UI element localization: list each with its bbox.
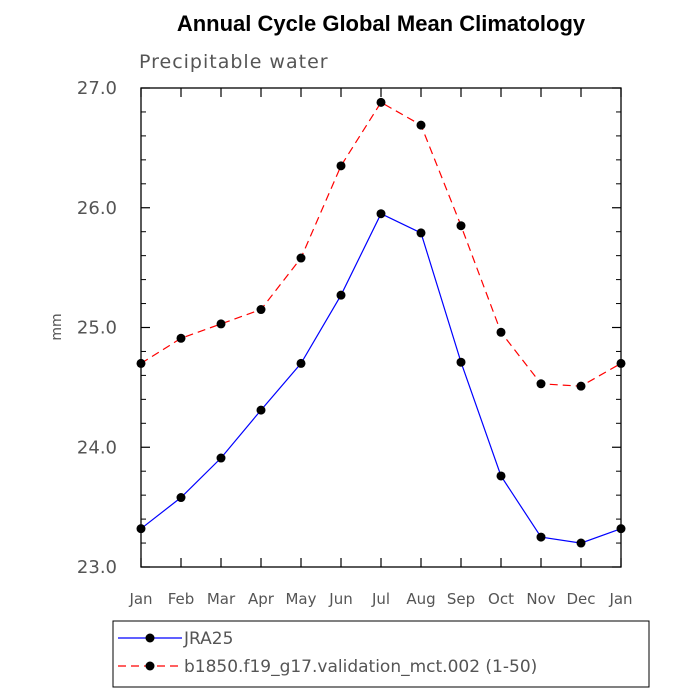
y-tick-label: 24.0: [77, 437, 117, 458]
data-point: [216, 319, 226, 329]
legend-label-jra25: JRA25: [183, 629, 233, 649]
data-point: [536, 532, 546, 542]
legend-box: [112, 620, 650, 688]
x-tick-label: Jan: [608, 590, 632, 608]
data-point: [496, 471, 506, 481]
series-line-b1850: [140, 101, 622, 387]
data-point: [256, 305, 266, 315]
data-point: [576, 538, 586, 548]
data-point: [136, 524, 146, 534]
data-point: [416, 120, 426, 130]
x-tick-label: Oct: [488, 590, 514, 608]
x-axis-ticks: Jan Feb Mar Apr May Jun Jul Aug Sep Oct Nov Dec Jan: [128, 88, 633, 608]
data-point: [376, 209, 386, 219]
data-point: [616, 358, 626, 368]
x-tick-label: Feb: [168, 590, 195, 608]
data-point: [456, 221, 466, 231]
legend-marker-b1850: [145, 661, 155, 671]
data-point: [536, 379, 546, 389]
series-layer: [136, 97, 626, 548]
data-point: [216, 453, 226, 463]
y-tick-label: 26.0: [77, 198, 117, 219]
x-tick-label: Jul: [371, 590, 390, 608]
chart-subtitle: Precipitable water: [139, 51, 329, 73]
data-point: [336, 290, 346, 300]
x-tick-label: Mar: [207, 590, 236, 608]
data-point: [376, 97, 386, 107]
x-tick-label: Nov: [526, 590, 555, 608]
x-tick-label: Aug: [406, 590, 435, 608]
plot-frame: [140, 87, 622, 568]
x-tick-label: May: [285, 590, 316, 608]
y-tick-label: 27.0: [77, 78, 117, 99]
x-tick-label: Jan: [128, 590, 152, 608]
legend-label-b1850: b1850.f19_g17.validation_mct.002 (1-50): [184, 657, 537, 677]
data-point: [256, 405, 266, 415]
x-tick-label: Jun: [328, 590, 352, 608]
data-point: [456, 357, 466, 367]
y-tick-label: 25.0: [77, 318, 117, 339]
x-tick-label: Dec: [566, 590, 595, 608]
data-point: [576, 381, 586, 391]
series-line-jra25: [140, 212, 622, 544]
data-point: [296, 253, 306, 263]
y-axis-label: mm: [49, 313, 65, 340]
data-point: [336, 161, 346, 171]
data-point: [616, 524, 626, 534]
data-point: [176, 333, 186, 343]
x-tick-label: Apr: [248, 590, 275, 608]
chart-title: Annual Cycle Global Mean Climatology: [177, 11, 586, 36]
data-point: [136, 358, 146, 368]
data-point: [296, 358, 306, 368]
data-point: [496, 327, 506, 337]
data-point: [416, 228, 426, 238]
x-tick-label: Sep: [447, 590, 475, 608]
legend-marker-jra25: [145, 633, 155, 643]
data-point: [176, 493, 186, 503]
y-tick-label: 23.0: [77, 557, 117, 578]
legend: JRA25 b1850.f19_g17.validation_mct.002 (…: [112, 620, 650, 688]
y-axis-ticks: 23.0 24.0 25.0 26.0 27.0: [77, 78, 621, 578]
